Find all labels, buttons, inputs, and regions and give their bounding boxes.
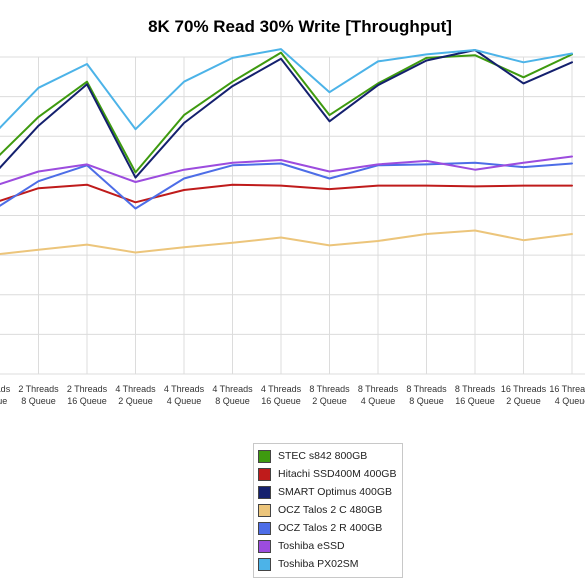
legend-label: Toshiba eSSD (278, 540, 345, 552)
x-tick-label: 2 Threads 8 Queue (18, 384, 59, 406)
legend-swatch (258, 485, 271, 499)
series-line-4 (0, 161, 573, 210)
legend-item: OCZ Talos 2 C 480GB (258, 501, 402, 519)
x-tick-label: 4 Threads 16 Queue (261, 384, 302, 406)
chart-legend: STEC s842 800GB Hitachi SSD400M 400GB SMAR… (253, 443, 403, 578)
legend-item: STEC s842 800GB (258, 447, 402, 465)
legend-item: SMART Optimus 400GB (258, 483, 402, 501)
x-tick-label: 4 Threads 2 Queue (115, 384, 156, 406)
series-line-3 (0, 229, 573, 256)
legend-item: OCZ Talos 2 R 400GB (258, 519, 402, 537)
legend-label: OCZ Talos 2 C 480GB (278, 504, 383, 516)
legend-swatch (258, 539, 271, 553)
series-line-5 (0, 155, 573, 186)
x-tick-label: 2 Threads 16 Queue (67, 384, 108, 406)
legend-swatch (258, 503, 271, 517)
legend-item: Toshiba eSSD (258, 537, 402, 555)
legend-swatch (258, 557, 271, 571)
x-tick-label: 8 Threads 4 Queue (358, 384, 399, 406)
legend-swatch (258, 521, 271, 535)
legend-swatch (258, 449, 271, 463)
legend-item: Hitachi SSD400M 400GB (258, 465, 402, 483)
series-line-0 (0, 51, 573, 174)
x-tick-label: 16 Threads 2 Queue (501, 384, 547, 406)
x-tick-label: 4 Threads 8 Queue (212, 384, 253, 406)
x-tick-label: 8 Threads 16 Queue (455, 384, 496, 406)
legend-label: Hitachi SSD400M 400GB (278, 468, 397, 480)
series-line-2 (0, 49, 573, 179)
legend-label: SMART Optimus 400GB (278, 486, 392, 498)
x-tick-label: 8 Threads 2 Queue (309, 384, 350, 406)
legend-label: OCZ Talos 2 R 400GB (278, 522, 383, 534)
legend-label: Toshiba PX02SM (278, 558, 359, 570)
chart-title: 8K 70% Read 30% Write [Throughput] (148, 17, 452, 36)
x-tick-label: 8 Threads 8 Queue (406, 384, 447, 406)
x-tick-label: 4 Threads 4 Queue (164, 384, 205, 406)
series-line-6 (0, 48, 573, 131)
legend-item: Toshiba PX02SM (258, 555, 402, 573)
series-line-1 (0, 183, 573, 204)
legend-label: STEC s842 800GB (278, 450, 368, 462)
legend-swatch (258, 467, 271, 481)
